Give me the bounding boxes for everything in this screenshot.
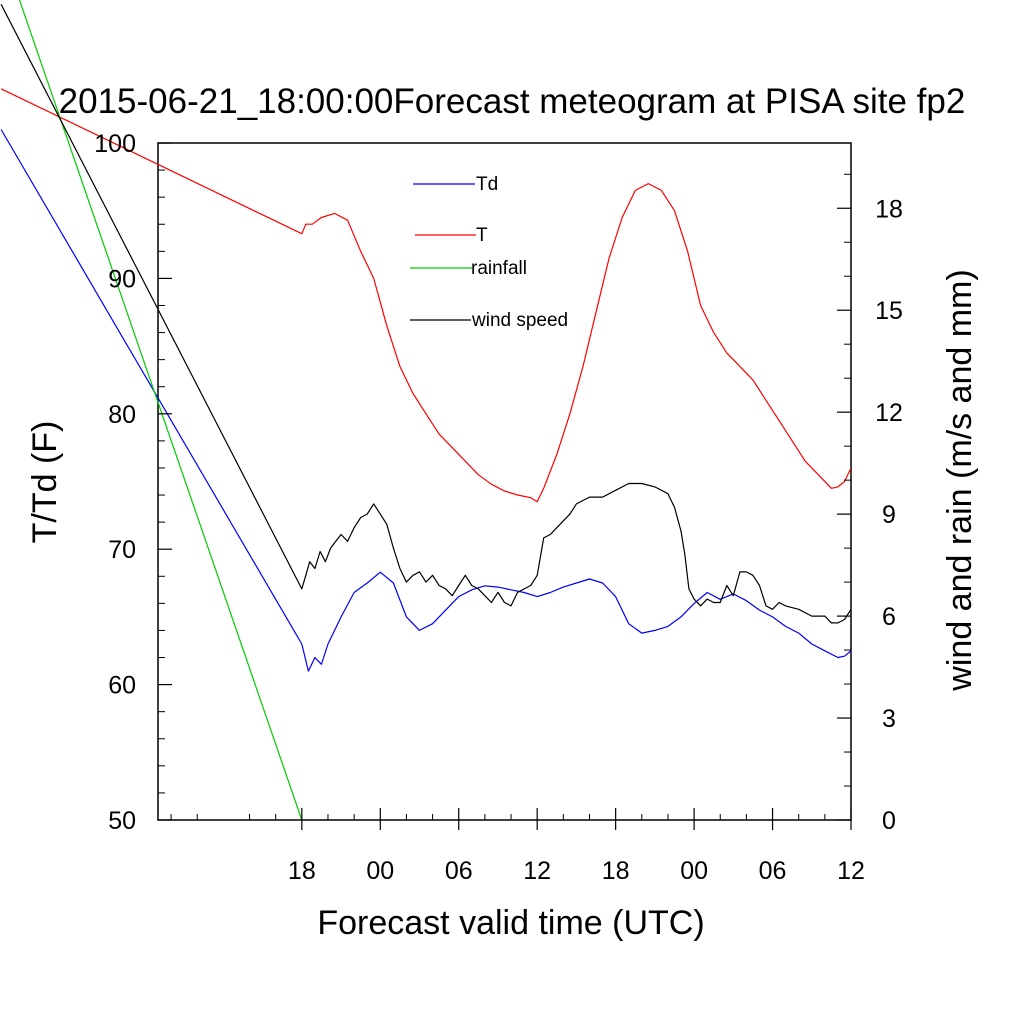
x-tick-label: 18 [288, 857, 316, 885]
right-y-tick-label: 15 [875, 297, 903, 325]
left-y-axis-title: T/Td (F) [26, 421, 64, 544]
right-y-tick-label: 0 [882, 807, 896, 835]
x-tick-label: 00 [680, 857, 708, 885]
left-y-tick-label: 80 [108, 401, 136, 429]
chart-title: 2015-06-21_18:00:00Forecast meteogram at… [59, 82, 966, 121]
x-tick-label: 06 [445, 857, 473, 885]
x-tick-label: 00 [366, 857, 394, 885]
x-axis-ticks: 18 00 06 12 18 00 06 12 [170, 808, 865, 885]
plot-frame [157, 142, 852, 821]
x-tick-label: 18 [602, 857, 630, 885]
left-y-tick-label: 90 [108, 265, 136, 293]
left-y-tick-label: 50 [108, 807, 136, 835]
left-y-tick-label: 60 [108, 672, 136, 700]
series-layer [0, 0, 851, 820]
right-y-tick-label: 3 [882, 705, 896, 733]
left-y-tick-label: 70 [108, 536, 136, 564]
x-tick-label: 12 [837, 857, 865, 885]
right-y-tick-label: 12 [875, 399, 903, 427]
x-axis-title: Forecast valid time (UTC) [317, 904, 704, 942]
right-y-tick-label: 6 [882, 603, 896, 631]
left-y-axis-ticks: 50 60 70 80 90 100 [94, 130, 172, 835]
x-tick-label: 06 [759, 857, 787, 885]
legend-label-wind-speed: wind speed [471, 310, 568, 331]
legend-label-t: T [476, 225, 488, 246]
legend-label-td: Td [476, 174, 498, 195]
right-y-tick-label: 18 [875, 195, 903, 223]
right-y-axis-ticks: 0 3 6 9 12 15 18 [837, 173, 903, 835]
series-line-t [0, 88, 851, 503]
right-y-axis-title: wind and rain (m/s and mm) [941, 269, 979, 691]
legend-label-rainfall: rainfall [471, 258, 527, 279]
plot-border [157, 142, 852, 821]
left-y-tick-label: 100 [94, 130, 136, 158]
series-line-td [0, 129, 851, 672]
x-tick-label: 12 [523, 857, 551, 885]
series-line-rainfall [18, 0, 303, 820]
right-y-tick-label: 9 [882, 501, 896, 529]
series-line-wind-speed [0, 4, 851, 624]
